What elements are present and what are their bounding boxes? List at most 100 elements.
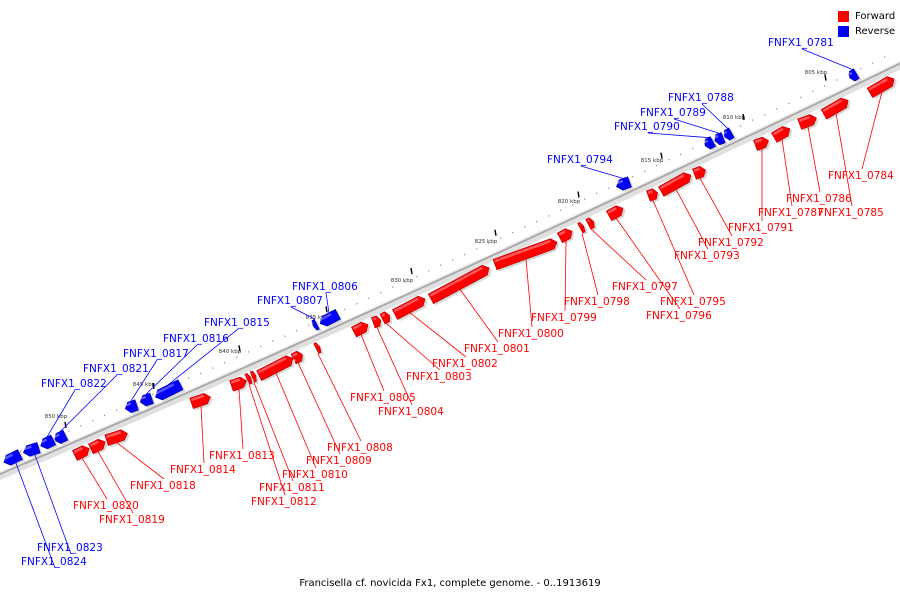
gene-body <box>124 399 139 414</box>
gene-body <box>40 434 57 450</box>
gene-body <box>244 373 253 385</box>
gene-highlight <box>772 127 784 136</box>
gene-highlight <box>754 138 763 144</box>
gene-label: FNFX1_0793 <box>674 250 740 262</box>
gene-highlight <box>22 445 33 451</box>
leader-line <box>59 374 118 433</box>
gene-label: FNFX1_0794 <box>547 154 613 166</box>
gene-arrow-fnfx1-0797 <box>585 217 597 231</box>
gene-highlight <box>257 357 287 374</box>
gene-label: FNFX1_0805 <box>350 392 416 404</box>
gene-arrow-fnfx1-0794 <box>615 176 634 193</box>
gene-body <box>866 76 895 99</box>
gene-arrow-fnfx1-0820 <box>71 445 92 463</box>
gene-arrow-fnfx1-0815 <box>154 379 186 402</box>
leader-line <box>615 217 681 310</box>
gene-arrow-fnfx1-0803 <box>379 311 393 326</box>
gene-highlight <box>124 402 132 407</box>
gene-arrow-fnfx1-0808 <box>313 342 324 356</box>
scale-tick <box>325 306 328 313</box>
figure-caption: Francisella cf. novicida Fx1, complete g… <box>299 578 601 589</box>
gene-body <box>753 136 769 151</box>
gene-highlight <box>393 297 419 313</box>
leader-line <box>385 322 441 371</box>
leader-line <box>701 103 729 130</box>
scale-tick <box>410 267 413 275</box>
gene-body <box>704 136 717 150</box>
leader-line <box>81 457 108 500</box>
minor-tick <box>476 248 478 250</box>
leader-line <box>275 372 317 469</box>
label-layer: FNFX1_0781 FNFX1_0784 FNFX1_0785 FNFX1_0786… <box>11 37 894 569</box>
gene-body <box>379 311 390 325</box>
gene-highlight <box>703 139 709 144</box>
minor-tick <box>536 221 538 223</box>
scale-tick <box>824 74 827 81</box>
gene-arrow-fnfx1-0800 <box>492 238 560 272</box>
scale-label: 830 kbp <box>391 278 414 284</box>
gene-arrow-fnfx1-0804 <box>371 315 384 330</box>
leader-line <box>835 113 853 207</box>
gene-body <box>848 68 860 82</box>
gene-body <box>350 321 369 338</box>
gene-highlight <box>191 394 205 402</box>
minor-tick <box>500 237 502 239</box>
gene-arrow-fnfx1-0811 <box>249 370 259 385</box>
gene-highlight <box>106 430 122 439</box>
gene-arrow-fnfx1-0809 <box>290 350 305 366</box>
minor-tick <box>212 367 214 369</box>
gene-body <box>155 379 184 401</box>
minor-tick <box>392 286 394 288</box>
gene-label: FNFX1_0819 <box>99 514 165 526</box>
gene-body <box>104 429 128 446</box>
gene-body <box>256 355 294 381</box>
scale-tick <box>742 113 745 121</box>
gene-highlight <box>89 440 99 447</box>
gene-label: FNFX1_0788 <box>668 92 734 104</box>
backbone-layer <box>0 61 900 481</box>
gene-label: FNFX1_0808 <box>327 442 393 454</box>
gene-body <box>723 127 735 141</box>
gene-label: FNFX1_0824 <box>21 556 87 568</box>
leader-line <box>525 259 533 328</box>
gene-body <box>820 97 849 120</box>
gene-body <box>616 176 632 191</box>
minor-tick <box>584 198 586 200</box>
reverse-swatch <box>838 26 849 37</box>
gene-label: FNFX1_0822 <box>41 378 107 390</box>
minor-tick <box>860 67 862 70</box>
leader-line <box>801 48 854 71</box>
gene-body <box>71 445 90 461</box>
minor-tick <box>92 420 94 422</box>
gene-highlight <box>318 313 332 322</box>
gene-arrow-fnfx1-0805 <box>350 321 371 339</box>
gene-arrow-fnfx1-0790 <box>703 136 719 151</box>
gene-body <box>585 217 595 230</box>
leader-line <box>167 328 239 386</box>
gene-highlight <box>372 317 377 321</box>
gene-highlight <box>2 453 14 461</box>
gene-highlight <box>693 167 701 173</box>
gene-label: FNFX1_0785 <box>818 207 884 219</box>
legend: Forward Reverse <box>838 9 895 39</box>
minor-tick <box>236 356 238 358</box>
gene-label: FNFX1_0799 <box>531 312 597 324</box>
leader-line <box>807 126 821 193</box>
gene-body <box>23 442 41 457</box>
gene-body <box>714 132 726 146</box>
gene-highlight <box>615 179 624 185</box>
leader-line <box>376 327 413 406</box>
gene-arrow-fnfx1-0792 <box>692 166 708 182</box>
gene-arrow-fnfx1-0823 <box>22 442 43 459</box>
scale-tick <box>152 382 155 390</box>
minor-tick <box>452 259 454 261</box>
gene-label: FNFX1_0792 <box>698 237 764 249</box>
legend-item-reverse: Reverse <box>838 24 895 39</box>
gene-arrow-fnfx1-0806 <box>318 309 343 328</box>
scale-tick <box>494 229 497 236</box>
gene-arrow-fnfx1-0807 <box>311 318 322 332</box>
gene-highlight <box>39 438 48 444</box>
minor-tick <box>488 242 490 244</box>
gene-arrow-fnfx1-0785 <box>820 97 851 121</box>
gene-arrow-fnfx1-0788 <box>723 127 737 142</box>
